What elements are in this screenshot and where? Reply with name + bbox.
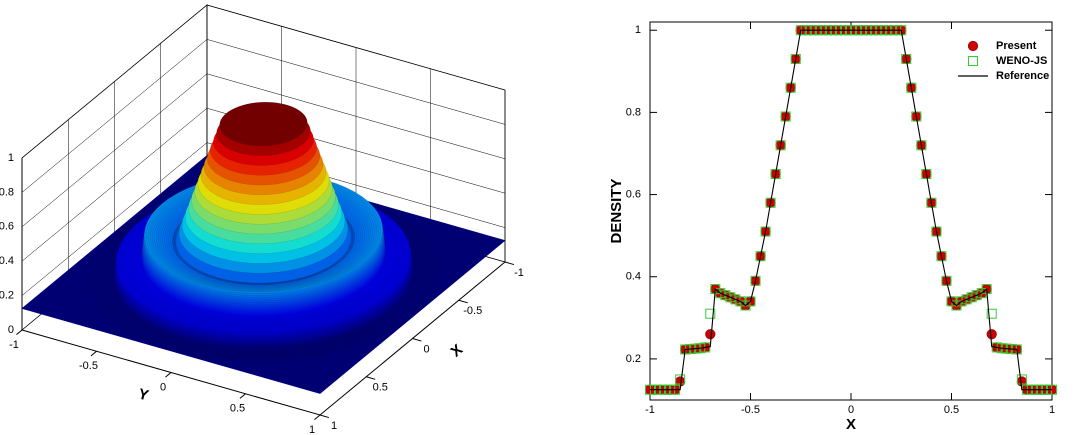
point — [780, 111, 791, 122]
x-tick-label: 0 — [423, 343, 429, 355]
x-tick — [458, 299, 468, 304]
point — [941, 275, 952, 286]
point — [750, 275, 761, 286]
point — [961, 294, 972, 305]
box-edge — [21, 261, 506, 416]
x-tick-label: 1 — [331, 420, 337, 432]
point — [971, 290, 982, 301]
x-tick-label: 0 — [848, 404, 854, 416]
y-tick — [314, 414, 321, 420]
point — [931, 226, 942, 237]
point — [936, 251, 947, 262]
z-tick-label: 0.6 — [0, 221, 14, 233]
point — [911, 111, 922, 122]
point — [700, 342, 711, 353]
y-tick-label: -0.5 — [79, 360, 98, 372]
y-tick-label: 0 — [160, 381, 166, 393]
z-tick-label: 0 — [8, 324, 14, 336]
surface-ring — [219, 101, 308, 147]
point — [730, 294, 741, 305]
y-axis-label: DENSITY — [608, 178, 625, 243]
y-tick-label: 0.8 — [626, 106, 641, 118]
x-tick-label: -1 — [645, 404, 655, 416]
point — [785, 82, 796, 93]
y-tick-label: 1 — [309, 424, 315, 435]
y-tick-label: 0.2 — [626, 353, 641, 365]
point — [675, 374, 686, 385]
x-tick-label: 0.5 — [944, 404, 959, 416]
point — [705, 308, 716, 319]
z-tick-label: 0.8 — [0, 186, 14, 198]
x-axis-label: X — [448, 341, 467, 360]
x-tick — [412, 338, 422, 342]
point — [901, 53, 912, 64]
y-tick — [165, 372, 172, 378]
line-panel: -1 -0.5 0 0.5 1 0.2 0.4 0.6 0.8 1 X DENSITY Present W… — [608, 21, 1058, 433]
surface-panel: 0 0.2 0.4 0.6 0.8 1 -1 -0.5 0 0.5 1 -1 -0.5 0 0.5 1 X Y — [0, 4, 524, 435]
x-tick-label: -0.5 — [741, 404, 760, 416]
point — [956, 296, 967, 307]
point — [715, 288, 726, 299]
y-tick — [239, 393, 246, 399]
point — [991, 342, 1002, 353]
series-line — [650, 29, 1052, 391]
y-tick — [16, 329, 23, 335]
x-tick — [366, 376, 376, 380]
x-axis-label: X — [846, 416, 856, 433]
point — [725, 292, 736, 303]
legend-marker — [967, 40, 979, 52]
point — [906, 82, 917, 93]
point — [705, 329, 716, 340]
y-axis-label: Y — [136, 385, 150, 404]
x-tick-label: 1 — [1049, 404, 1055, 416]
x-tick — [504, 261, 515, 266]
z-tick-label: 0.4 — [0, 255, 14, 267]
point — [921, 169, 932, 180]
x-tick-label: 0.5 — [373, 382, 388, 394]
point — [745, 296, 756, 307]
x-tick-label: -1 — [514, 267, 524, 279]
z-tick-label: 0.2 — [0, 290, 14, 302]
point — [755, 251, 766, 262]
y-tick-label: -1 — [9, 339, 19, 351]
x-tick — [319, 414, 330, 419]
y-tick-label: 0.5 — [230, 403, 245, 415]
point — [720, 290, 731, 301]
point — [986, 308, 997, 319]
point — [760, 226, 771, 237]
point — [775, 140, 786, 151]
point — [765, 197, 776, 208]
point — [770, 169, 781, 180]
legend-label: WENO-JS — [996, 55, 1047, 67]
point — [916, 140, 927, 151]
point — [1016, 374, 1027, 385]
point — [986, 329, 997, 340]
point — [926, 197, 937, 208]
legend-marker — [968, 56, 978, 66]
z-tick-label: 1 — [8, 152, 14, 164]
point — [966, 292, 977, 303]
legend-label: Present — [996, 40, 1037, 52]
y-tick-label: 0.6 — [626, 188, 641, 200]
y-tick-label: 1 — [635, 24, 641, 36]
legend-label: Reference — [996, 70, 1049, 82]
y-tick-label: 0.4 — [626, 271, 641, 283]
y-tick — [90, 350, 97, 357]
x-tick-label: -0.5 — [463, 305, 482, 317]
point — [790, 53, 801, 64]
